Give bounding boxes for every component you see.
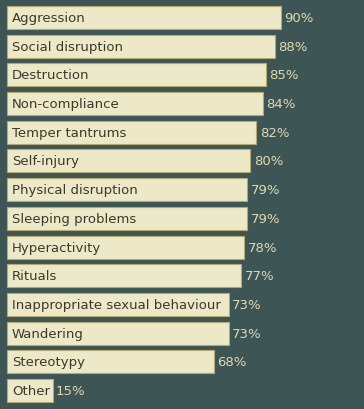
- Text: 84%: 84%: [266, 98, 295, 111]
- Bar: [7, 179, 248, 202]
- Text: 82%: 82%: [260, 126, 289, 139]
- Text: 68%: 68%: [217, 355, 246, 369]
- Bar: [7, 351, 214, 373]
- Text: Inappropriate sexual behaviour: Inappropriate sexual behaviour: [12, 298, 221, 311]
- Bar: [7, 322, 229, 345]
- Bar: [7, 121, 257, 144]
- Text: 73%: 73%: [232, 327, 262, 340]
- Bar: [7, 293, 229, 316]
- Text: Wandering: Wandering: [12, 327, 84, 340]
- Text: Social disruption: Social disruption: [12, 40, 123, 54]
- Text: Destruction: Destruction: [12, 69, 89, 82]
- Bar: [7, 64, 266, 87]
- Text: Stereotypy: Stereotypy: [12, 355, 85, 369]
- Text: Self-injury: Self-injury: [12, 155, 79, 168]
- Text: 88%: 88%: [278, 40, 307, 54]
- Bar: [7, 265, 241, 288]
- Bar: [7, 236, 244, 259]
- Bar: [7, 207, 248, 230]
- Text: Aggression: Aggression: [12, 12, 86, 25]
- Bar: [7, 36, 275, 58]
- Bar: [7, 7, 281, 30]
- Text: Other: Other: [12, 384, 50, 397]
- Text: 90%: 90%: [284, 12, 313, 25]
- Text: Rituals: Rituals: [12, 270, 57, 283]
- Text: 79%: 79%: [251, 212, 280, 225]
- Text: Physical disruption: Physical disruption: [12, 184, 138, 197]
- Text: 73%: 73%: [232, 298, 262, 311]
- Text: 78%: 78%: [248, 241, 277, 254]
- Bar: [7, 379, 52, 402]
- Text: Non-compliance: Non-compliance: [12, 98, 119, 111]
- Text: Sleeping problems: Sleeping problems: [12, 212, 136, 225]
- Text: 80%: 80%: [254, 155, 283, 168]
- Text: Hyperactivity: Hyperactivity: [12, 241, 101, 254]
- Text: 85%: 85%: [269, 69, 298, 82]
- Text: 77%: 77%: [245, 270, 274, 283]
- Text: 79%: 79%: [251, 184, 280, 197]
- Bar: [7, 93, 262, 116]
- Bar: [7, 150, 250, 173]
- Text: Temper tantrums: Temper tantrums: [12, 126, 126, 139]
- Text: 15%: 15%: [56, 384, 86, 397]
